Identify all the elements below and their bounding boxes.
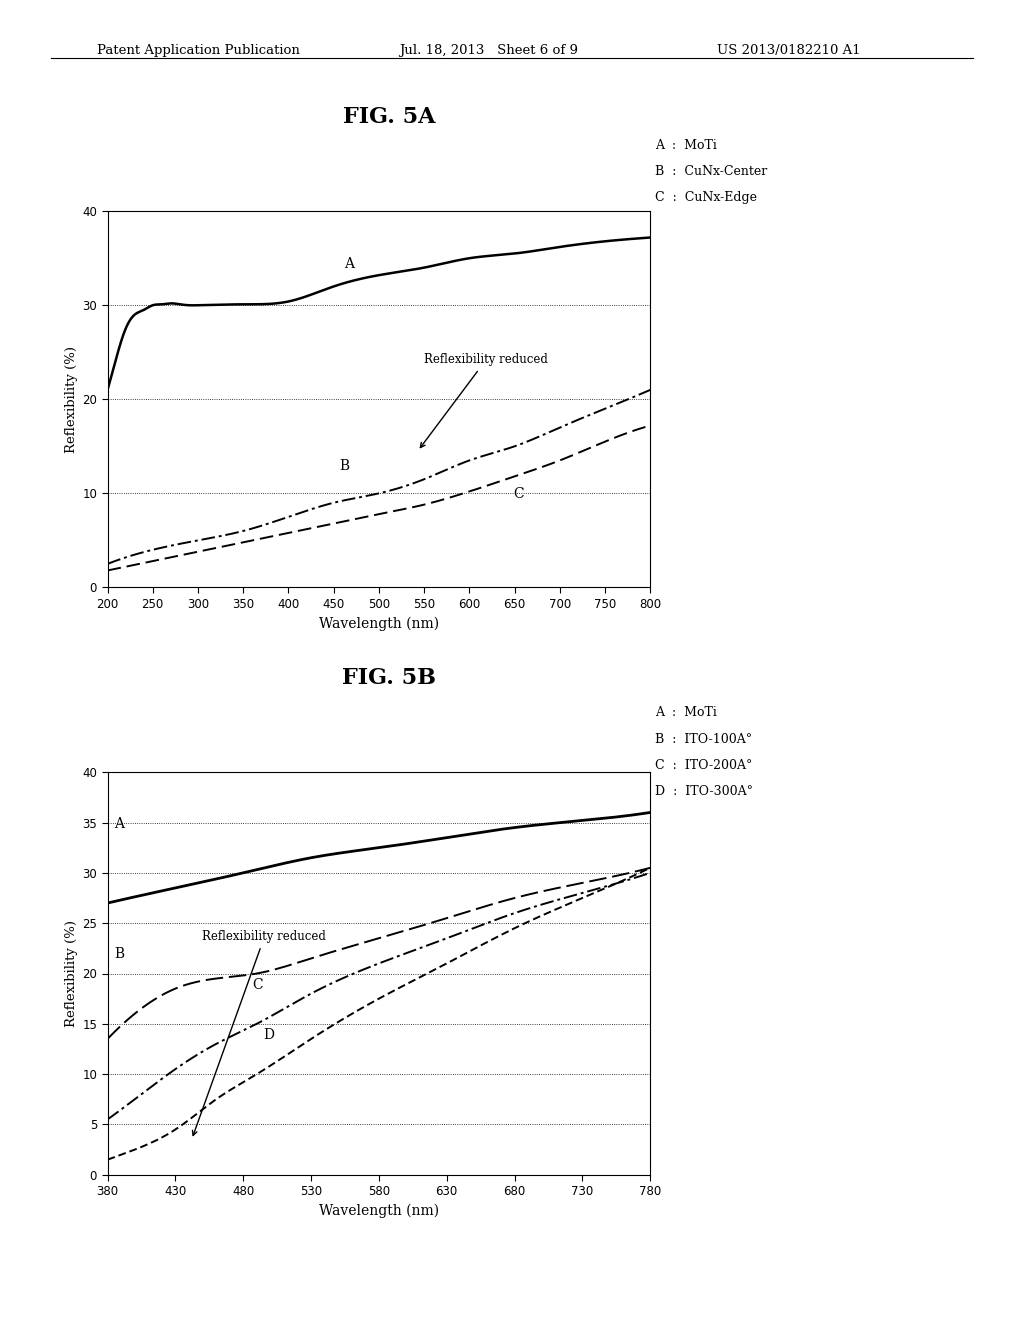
Text: FIG. 5B: FIG. 5B xyxy=(342,667,436,689)
Text: Patent Application Publication: Patent Application Publication xyxy=(97,44,300,57)
Text: Reflexibility reduced: Reflexibility reduced xyxy=(421,354,548,447)
Text: Jul. 18, 2013   Sheet 6 of 9: Jul. 18, 2013 Sheet 6 of 9 xyxy=(399,44,579,57)
Text: A  :  MoTi: A : MoTi xyxy=(655,139,717,152)
X-axis label: Wavelength (nm): Wavelength (nm) xyxy=(318,616,439,631)
Text: A: A xyxy=(344,256,354,271)
Text: Reflexibility reduced: Reflexibility reduced xyxy=(193,931,327,1135)
Text: D  :  ITO-300A°: D : ITO-300A° xyxy=(655,785,754,799)
Text: A: A xyxy=(115,817,124,830)
Text: B  :  CuNx-Center: B : CuNx-Center xyxy=(655,165,768,178)
Text: FIG. 5A: FIG. 5A xyxy=(343,106,435,128)
Text: A  :  MoTi: A : MoTi xyxy=(655,706,717,719)
X-axis label: Wavelength (nm): Wavelength (nm) xyxy=(318,1204,439,1218)
Text: C: C xyxy=(513,487,523,502)
Text: C  :  CuNx-Edge: C : CuNx-Edge xyxy=(655,191,758,205)
Y-axis label: Reflexibility (%): Reflexibility (%) xyxy=(66,346,78,453)
Text: B  :  ITO-100A°: B : ITO-100A° xyxy=(655,733,753,746)
Text: C  :  ITO-200A°: C : ITO-200A° xyxy=(655,759,753,772)
Text: D: D xyxy=(263,1028,274,1041)
Text: C: C xyxy=(253,978,263,991)
Text: B: B xyxy=(339,459,349,473)
Y-axis label: Reflexibility (%): Reflexibility (%) xyxy=(66,920,78,1027)
Text: US 2013/0182210 A1: US 2013/0182210 A1 xyxy=(717,44,860,57)
Text: B: B xyxy=(115,948,125,961)
